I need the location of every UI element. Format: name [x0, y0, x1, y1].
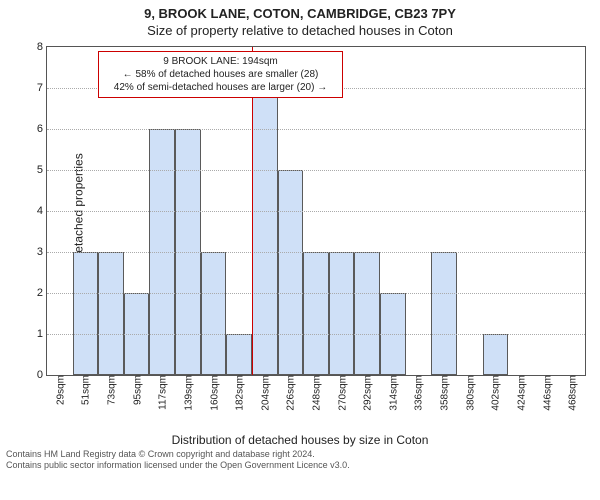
- y-tick: 0: [23, 369, 47, 381]
- x-tick: 29sqm: [53, 375, 66, 405]
- x-tick: 51sqm: [79, 375, 92, 405]
- plot-area: 01234567829sqm51sqm73sqm95sqm117sqm139sq…: [46, 46, 586, 376]
- gridline: [47, 211, 585, 212]
- x-tick: 446sqm: [540, 375, 553, 411]
- annotation-line: ← 58% of detached houses are smaller (28…: [105, 68, 336, 81]
- x-tick: 117sqm: [156, 375, 169, 410]
- x-tick: 292sqm: [361, 375, 374, 411]
- annotation-line: 9 BROOK LANE: 194sqm: [105, 55, 336, 68]
- bar: [303, 252, 329, 375]
- bar: [354, 252, 380, 375]
- y-tick: 4: [23, 205, 47, 217]
- bar: [431, 252, 457, 375]
- page-subtitle: Size of property relative to detached ho…: [0, 21, 600, 38]
- x-tick: 139sqm: [181, 375, 194, 411]
- x-tick: 358sqm: [438, 375, 451, 411]
- annotation-line: 42% of semi-detached houses are larger (…: [105, 81, 336, 94]
- chart-container: Number of detached properties 0123456782…: [0, 38, 600, 433]
- bar: [483, 334, 509, 375]
- x-tick: 95sqm: [130, 375, 143, 405]
- gridline: [47, 334, 585, 335]
- footer-line-1: Contains HM Land Registry data © Crown c…: [6, 449, 594, 460]
- x-tick: 402sqm: [489, 375, 502, 411]
- bar: [73, 252, 99, 375]
- page-title: 9, BROOK LANE, COTON, CAMBRIDGE, CB23 7P…: [0, 0, 600, 21]
- y-tick: 7: [23, 82, 47, 94]
- x-tick: 336sqm: [412, 375, 425, 411]
- x-axis-label: Distribution of detached houses by size …: [0, 433, 600, 447]
- x-tick: 73sqm: [105, 375, 118, 405]
- y-tick: 8: [23, 41, 47, 53]
- x-tick: 204sqm: [258, 375, 271, 411]
- bar: [252, 88, 278, 375]
- gridline: [47, 252, 585, 253]
- x-tick: 314sqm: [386, 375, 399, 411]
- x-tick: 226sqm: [284, 375, 297, 411]
- y-tick: 2: [23, 287, 47, 299]
- footer-line-2: Contains public sector information licen…: [6, 460, 594, 471]
- bar: [98, 252, 124, 375]
- y-tick: 6: [23, 123, 47, 135]
- x-tick: 248sqm: [310, 375, 323, 411]
- x-tick: 160sqm: [207, 375, 220, 411]
- x-tick: 182sqm: [233, 375, 246, 411]
- y-tick: 1: [23, 328, 47, 340]
- annotation-box: 9 BROOK LANE: 194sqm← 58% of detached ho…: [98, 51, 343, 98]
- gridline: [47, 170, 585, 171]
- x-tick: 468sqm: [566, 375, 579, 411]
- x-tick: 424sqm: [514, 375, 527, 411]
- bar: [329, 252, 355, 375]
- y-tick: 5: [23, 164, 47, 176]
- bar: [226, 334, 252, 375]
- x-tick: 270sqm: [335, 375, 348, 411]
- bar: [278, 170, 304, 375]
- gridline: [47, 129, 585, 130]
- footer: Contains HM Land Registry data © Crown c…: [0, 447, 600, 472]
- bar: [201, 252, 227, 375]
- x-tick: 380sqm: [463, 375, 476, 411]
- y-tick: 3: [23, 246, 47, 258]
- gridline: [47, 293, 585, 294]
